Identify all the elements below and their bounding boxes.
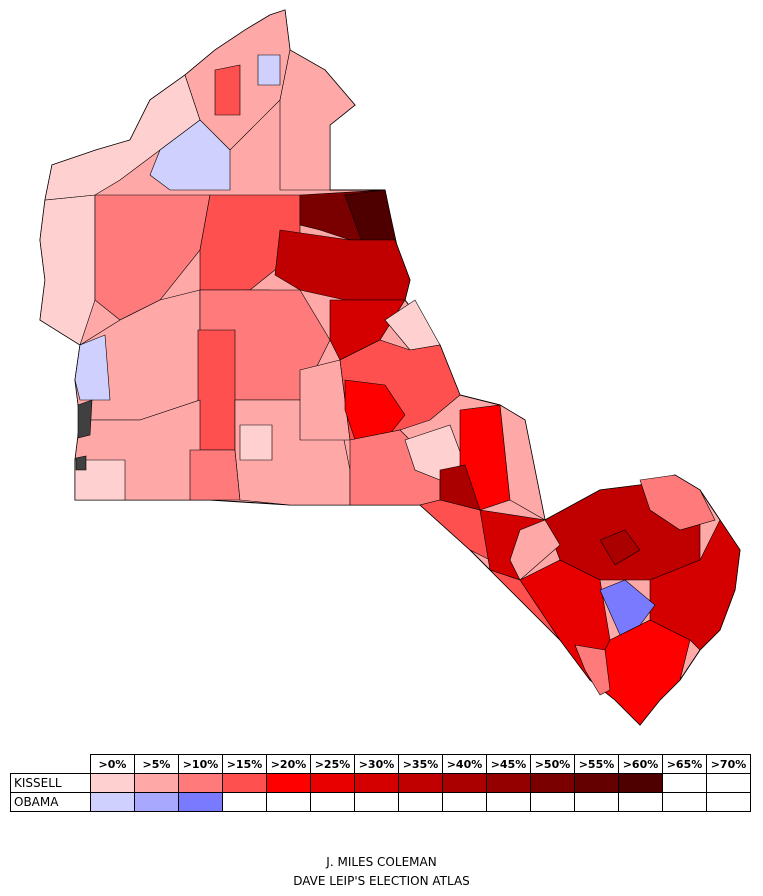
legend-swatch-kissell-12 (618, 773, 663, 793)
legend-threshold-6: >30% (354, 754, 399, 774)
legend-swatch-obama-0 (90, 792, 135, 812)
legend-threshold-9: >45% (486, 754, 531, 774)
credit-source: DAVE LEIP'S ELECTION ATLAS (293, 874, 470, 888)
legend-swatch-obama-6 (354, 792, 399, 812)
county-tie (77, 399, 93, 439)
county-north-blue (149, 119, 231, 191)
county-south-mid (189, 449, 241, 501)
legend-swatch-obama-12 (618, 792, 663, 812)
legend-swatch-kissell-11 (574, 773, 619, 793)
legend-swatch-obama-10 (530, 792, 575, 812)
legend-swatch-obama-4 (266, 792, 311, 812)
legend-obama-label: OBAMA (10, 792, 91, 812)
legend-swatch-obama-5 (310, 792, 355, 812)
legend-header-row: >0% >5% >10% >15% >20% >25% >30% >35% >40% >45% >5… (11, 754, 751, 774)
legend-swatch-obama-3 (222, 792, 267, 812)
legend-swatch-kissell-3 (222, 773, 267, 793)
legend-threshold-2: >10% (178, 754, 223, 774)
legend-swatch-kissell-7 (398, 773, 443, 793)
county-se-pink (639, 474, 716, 531)
legend-swatch-kissell-0 (90, 773, 135, 793)
credit-author: J. MILES COLEMAN (326, 855, 437, 869)
county-se-blue (599, 579, 656, 636)
legend-swatch-kissell-5 (310, 773, 355, 793)
county-small-blue (257, 54, 281, 86)
county-se-darkest (599, 529, 641, 566)
legend-swatch-obama-14 (706, 792, 751, 812)
legend-swatch-kissell-13 (662, 773, 707, 793)
legend-swatch-kissell-9 (486, 773, 531, 793)
legend-obama-row: OBAMA (10, 792, 751, 812)
legend-swatch-obama-13 (662, 792, 707, 812)
legend-threshold-3: >15% (222, 754, 267, 774)
legend-kissell-label: KISSELL (10, 773, 91, 793)
county-se-east (649, 519, 741, 651)
county-north-right (279, 49, 356, 191)
legend-swatch-obama-9 (486, 792, 531, 812)
legend-threshold-4: >20% (266, 754, 311, 774)
legend-threshold-1: >5% (134, 754, 179, 774)
legend-swatch-kissell-10 (530, 773, 575, 793)
legend-swatch-kissell-2 (178, 773, 223, 793)
county-north-red (214, 64, 241, 116)
county-tie-2 (75, 455, 87, 471)
county-se-south-pink (574, 644, 611, 696)
county-se-lightpink (509, 519, 561, 581)
county-lower-west-blue (74, 334, 111, 401)
legend-swatch-kissell-1 (134, 773, 179, 793)
legend-swatch-kissell-6 (354, 773, 399, 793)
legend-swatch-obama-1 (134, 792, 179, 812)
legend-threshold-11: >55% (574, 754, 619, 774)
legend-swatch-obama-2 (178, 792, 223, 812)
legend-swatch-kissell-8 (442, 773, 487, 793)
legend-threshold-14: >70% (706, 754, 751, 774)
district-map (39, 9, 741, 726)
legend-swatch-obama-11 (574, 792, 619, 812)
legend-threshold-8: >40% (442, 754, 487, 774)
legend-threshold-13: >65% (662, 754, 707, 774)
county-south-light (239, 424, 273, 461)
county-red-tall (459, 404, 511, 511)
legend-swatch-kissell-14 (706, 773, 751, 793)
legend-threshold-0: >0% (90, 754, 135, 774)
legend-swatch-obama-7 (398, 792, 443, 812)
legend-swatch-obama-8 (442, 792, 487, 812)
legend-threshold-12: >60% (618, 754, 663, 774)
county-lower-mid-red (197, 329, 236, 451)
legend-swatch-kissell-4 (266, 773, 311, 793)
legend-threshold-10: >50% (530, 754, 575, 774)
legend-corner (11, 755, 91, 774)
legend-threshold-5: >25% (310, 754, 355, 774)
county-west (39, 194, 96, 346)
county-south-west-light (74, 459, 126, 501)
legend-threshold-7: >35% (398, 754, 443, 774)
legend: >0% >5% >10% >15% >20% >25% >30% >35% >40% >45% >5… (10, 754, 751, 812)
legend-kissell-row: KISSELL (10, 773, 751, 793)
